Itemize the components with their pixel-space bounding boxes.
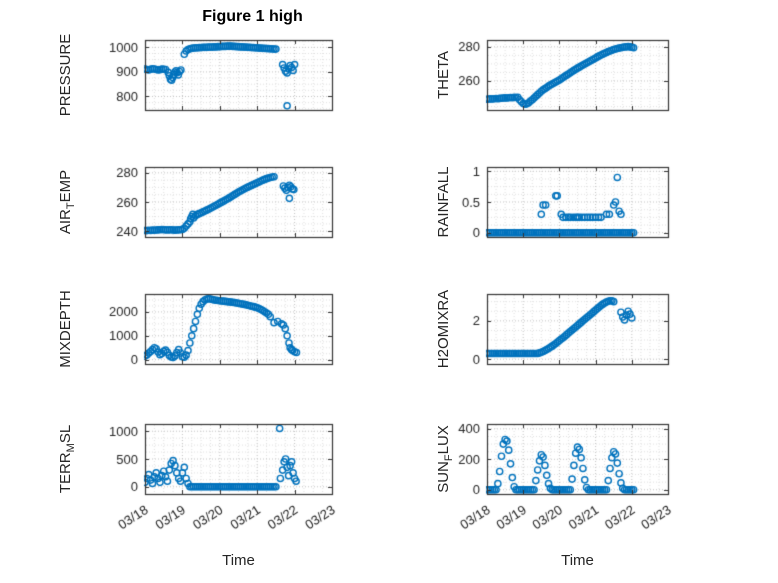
x-axis-title-right: Time [561, 552, 594, 569]
figure-title: Figure 1 high [202, 8, 303, 25]
ylabel-h2omixra: H2OMIXRA [435, 289, 452, 369]
ylabel-sunflux: SUNFLUX [435, 425, 455, 493]
x-axis-title-left: Time [222, 552, 255, 569]
ylabel-mixdepth: MIXDEPTH [57, 290, 74, 368]
ylabel-terrmsl: TERRMSL [57, 424, 77, 494]
